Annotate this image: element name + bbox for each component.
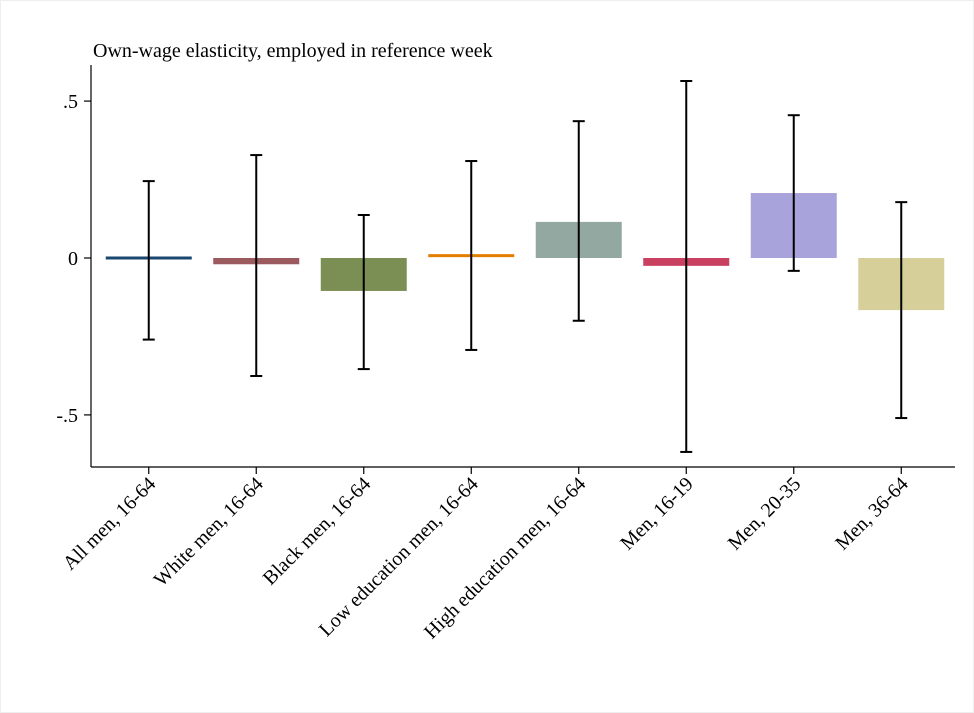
y-tick-label: .5 (63, 91, 78, 113)
y-tick-label: 0 (68, 248, 78, 270)
chart-title: Own-wage elasticity, employed in referen… (93, 40, 493, 62)
y-tick-label: -.5 (56, 405, 78, 427)
